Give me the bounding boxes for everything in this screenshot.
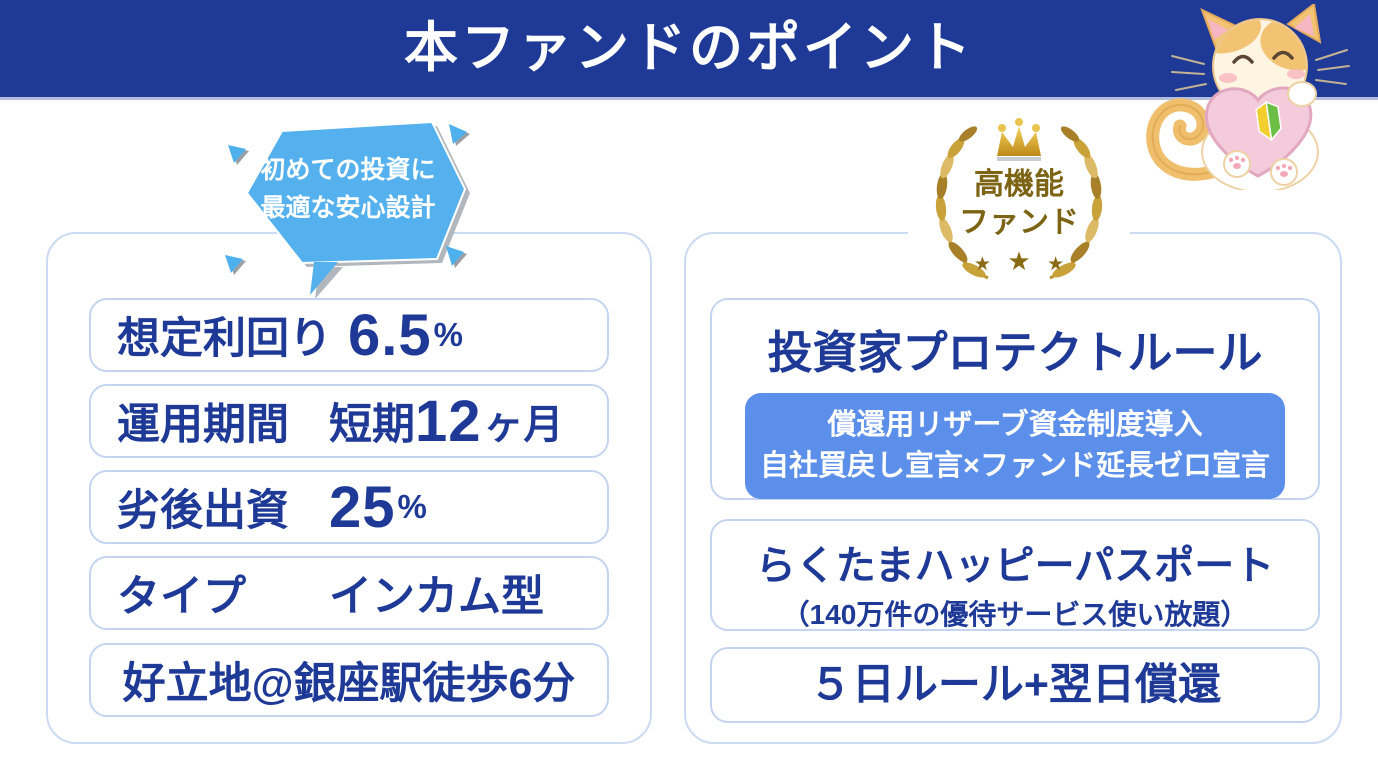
laurel-wreath-icon — [908, 116, 1130, 288]
badge-stars: ★ ★ ★ — [906, 246, 1132, 277]
beginner-mark-icon — [1255, 100, 1282, 142]
header-bar: 本ファンドのポイント — [0, 0, 1378, 100]
row-label: 想定利回り — [117, 315, 332, 363]
row-expected-yield: 想定利回り 6.5 % — [89, 298, 609, 372]
protect-rule-detail-line2: 自社買戻し宣言×ファンド延長ゼロ宣言 — [760, 450, 1270, 482]
star-icon: ★ — [1007, 246, 1031, 276]
row-value: インカム型 — [329, 573, 544, 621]
cat-hugging-heart-icon — [1146, 2, 1350, 193]
bubble-line2: 最適な安心設計 — [260, 194, 436, 222]
row-label: タイプ — [117, 573, 246, 621]
row-value: 6.5 — [348, 302, 432, 368]
row-unit: ヶ月 — [483, 403, 564, 447]
row-value-prefix: 短期 — [329, 401, 415, 449]
fund-features-panel: 投資家プロテクトルール 償還用リザーブ資金制度導入 自社買戻し宣言×ファンド延長… — [684, 232, 1342, 744]
protect-rule-title: 投資家プロテクトルール — [767, 327, 1263, 378]
happy-passport-subtitle: （140万件の優待サービス使い放題） — [781, 599, 1249, 630]
row-text: 好立地@銀座駅徒歩6分 — [122, 660, 576, 708]
row-operation-period: 運用期間 短期 12 ヶ月 — [89, 384, 609, 458]
happy-passport-box: らくたまハッピーパスポート （140万件の優待サービス使い放題） — [710, 519, 1320, 631]
award-badge — [906, 114, 1132, 290]
star-icon: ★ — [973, 254, 991, 275]
row-subordinated-investment: 劣後出資 25 % — [89, 470, 609, 544]
row-label: 劣後出資 — [117, 487, 289, 535]
five-day-rule-title: ５日ルール+翌日償還 — [808, 661, 1222, 709]
speech-bubble — [222, 113, 474, 303]
speech-bubble-shape — [225, 120, 470, 299]
row-type: タイプ インカム型 — [89, 556, 609, 630]
page-title: 本ファンドのポイント — [404, 18, 974, 78]
badge-line1: 高機能 — [974, 168, 1064, 201]
row-location: 好立地@銀座駅徒歩6分 — [89, 643, 609, 717]
laurel-right — [1049, 126, 1103, 280]
fund-terms-panel: 想定利回り 6.5 % 運用期間 短期 12 ヶ月 劣後出資 25 % タイプ … — [46, 232, 652, 744]
happy-passport-title: らくたまハッピーパスポート — [755, 544, 1275, 588]
bubble-text: 初めての投資に 最適な安心設計 — [238, 151, 458, 227]
row-unit: % — [397, 488, 427, 525]
five-day-rule-box: ５日ルール+翌日償還 — [710, 647, 1320, 723]
protect-rule-detail-line1: 償還用リザーブ資金制度導入 — [827, 409, 1203, 441]
laurel-left — [935, 126, 989, 280]
row-value: 25 — [329, 474, 396, 540]
protect-rule-box: 投資家プロテクトルール 償還用リザーブ資金制度導入 自社買戻し宣言×ファンド延長… — [710, 298, 1320, 500]
crown-icon — [997, 118, 1041, 161]
bubble-line1: 初めての投資に — [260, 156, 436, 184]
badge-text: 高機能 ファンド — [906, 166, 1132, 242]
row-unit: % — [433, 316, 463, 353]
cat-mascot — [1142, 2, 1352, 193]
row-label: 運用期間 — [117, 401, 289, 449]
row-value: 12 — [415, 388, 482, 454]
star-icon: ★ — [1047, 254, 1065, 275]
protect-rule-detail: 償還用リザーブ資金制度導入 自社買戻し宣言×ファンド延長ゼロ宣言 — [745, 393, 1285, 499]
badge-line2: ファンド — [959, 206, 1079, 239]
